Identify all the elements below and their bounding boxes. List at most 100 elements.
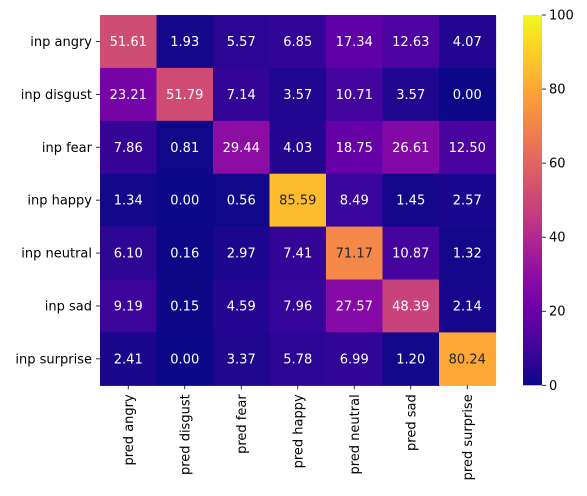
heatmap-cell <box>326 67 384 122</box>
cell-value-label: 48.39 <box>392 299 429 314</box>
cell-value-label: 1.45 <box>396 194 425 209</box>
heatmap-cell <box>439 279 497 333</box>
cell-value-label: 12.50 <box>449 141 486 156</box>
colorbar-gradient <box>523 15 542 386</box>
colorbar-tick-label: 60 <box>549 157 566 172</box>
heatmap-cell <box>100 67 158 122</box>
cell-value-label: 5.57 <box>227 35 256 50</box>
cell-value-label: 26.61 <box>392 141 429 156</box>
y-axis: inp angry inp disgust inp fear inp happy inp… <box>15 35 100 367</box>
cell-value-label: 7.86 <box>114 141 143 156</box>
heatmap-cell <box>269 332 327 386</box>
cell-value-label: 10.71 <box>336 88 373 103</box>
colorbar: 0 20 40 60 80 100 <box>523 9 574 394</box>
cell-value-label: 51.79 <box>166 88 203 103</box>
heatmap-cell <box>326 279 384 333</box>
cell-value-label: 4.07 <box>453 35 482 50</box>
heatmap-cell <box>100 226 158 281</box>
cell-value-label: 4.03 <box>283 141 312 156</box>
colorbar-tick-label: 80 <box>549 83 566 98</box>
cell-value-label: 7.96 <box>283 299 312 314</box>
heatmap-cell <box>156 15 214 69</box>
heatmap-cell <box>439 226 497 281</box>
cell-value-label: 3.37 <box>227 352 256 367</box>
colorbar-tick-label: 0 <box>549 379 557 394</box>
y-tick-label: inp sad <box>45 299 92 314</box>
heatmap-cell <box>439 332 497 386</box>
heatmap-cell <box>100 15 158 69</box>
heatmap-cell <box>326 226 384 281</box>
y-tick-label: inp happy <box>27 194 92 209</box>
heatmap-cell <box>382 67 440 122</box>
cell-value-label: 3.57 <box>283 88 312 103</box>
heatmap-cell <box>213 173 271 228</box>
heatmap-cell <box>100 279 158 333</box>
heatmap-cell <box>382 120 440 175</box>
x-tick-label: pred happy <box>291 394 306 468</box>
y-tick-label: inp angry <box>30 35 92 50</box>
heatmap-cell <box>326 173 384 228</box>
heatmap-cell <box>382 173 440 228</box>
x-axis: pred angry pred disgust pred fear pred happ… <box>122 385 476 480</box>
heatmap-cell <box>269 279 327 333</box>
heatmap-cell <box>439 120 497 175</box>
cell-value-label: 0.81 <box>170 141 199 156</box>
heatmap-cell <box>269 173 327 228</box>
x-tick-label: pred disgust <box>178 394 193 475</box>
heatmap-cell <box>269 15 327 69</box>
heatmap-cell <box>156 120 214 175</box>
y-tick-label: inp disgust <box>21 88 92 103</box>
heatmap-cell <box>213 67 271 122</box>
cell-value-label: 0.00 <box>453 88 482 103</box>
y-tick-label: inp neutral <box>21 247 92 262</box>
cell-value-label: 6.85 <box>283 35 312 50</box>
heatmap-cell <box>156 67 214 122</box>
cell-value-label: 0.00 <box>170 194 199 209</box>
cell-value-label: 6.10 <box>114 247 143 262</box>
cell-value-label: 10.87 <box>392 247 429 262</box>
heatmap-cell <box>382 226 440 281</box>
heatmap-cell <box>269 226 327 281</box>
heatmap-cell <box>156 332 214 386</box>
colorbar-tick-label: 100 <box>549 9 574 24</box>
heatmap-cell <box>439 173 497 228</box>
heatmap-cell <box>100 332 158 386</box>
x-tick-label: pred sad <box>404 394 419 451</box>
cell-value-label: 1.32 <box>453 247 482 262</box>
cell-value-label: 8.49 <box>340 194 369 209</box>
cell-value-label: 3.57 <box>396 88 425 103</box>
y-tick-label: inp fear <box>42 141 93 156</box>
cell-value-label: 29.44 <box>223 141 260 156</box>
cell-value-label: 7.41 <box>283 247 312 262</box>
x-tick-label: pred fear <box>235 394 250 454</box>
heatmap-cell <box>213 279 271 333</box>
x-tick-label: pred neutral <box>348 394 363 474</box>
cell-value-label: 80.24 <box>449 352 486 367</box>
cell-value-label: 2.14 <box>453 299 482 314</box>
cell-value-label: 17.34 <box>336 35 373 50</box>
heatmap-cell <box>326 332 384 386</box>
cell-value-label: 2.57 <box>453 194 482 209</box>
heatmap: 51.61 1.93 5.57 6.85 17.34 12.63 4.07 23.21 51.7… <box>100 15 497 386</box>
heatmap-cell <box>100 120 158 175</box>
cell-value-label: 1.93 <box>170 35 199 50</box>
heatmap-cell <box>156 226 214 281</box>
cell-value-label: 12.63 <box>392 35 429 50</box>
heatmap-cell <box>213 226 271 281</box>
heatmap-cell <box>213 120 271 175</box>
cell-value-label: 2.41 <box>114 352 143 367</box>
cell-value-label: 9.19 <box>114 299 143 314</box>
cell-value-label: 51.61 <box>110 35 147 50</box>
heatmap-cell <box>156 279 214 333</box>
cell-value-label: 6.99 <box>340 352 369 367</box>
cell-value-label: 71.17 <box>336 247 373 262</box>
cell-value-label: 85.59 <box>279 194 316 209</box>
cell-value-label: 1.20 <box>396 352 425 367</box>
cell-value-label: 23.21 <box>110 88 147 103</box>
colorbar-tick-label: 20 <box>549 305 566 320</box>
heatmap-cell <box>439 67 497 122</box>
heatmap-cell <box>382 15 440 69</box>
heatmap-cell <box>382 279 440 333</box>
cell-value-label: 5.78 <box>283 352 312 367</box>
